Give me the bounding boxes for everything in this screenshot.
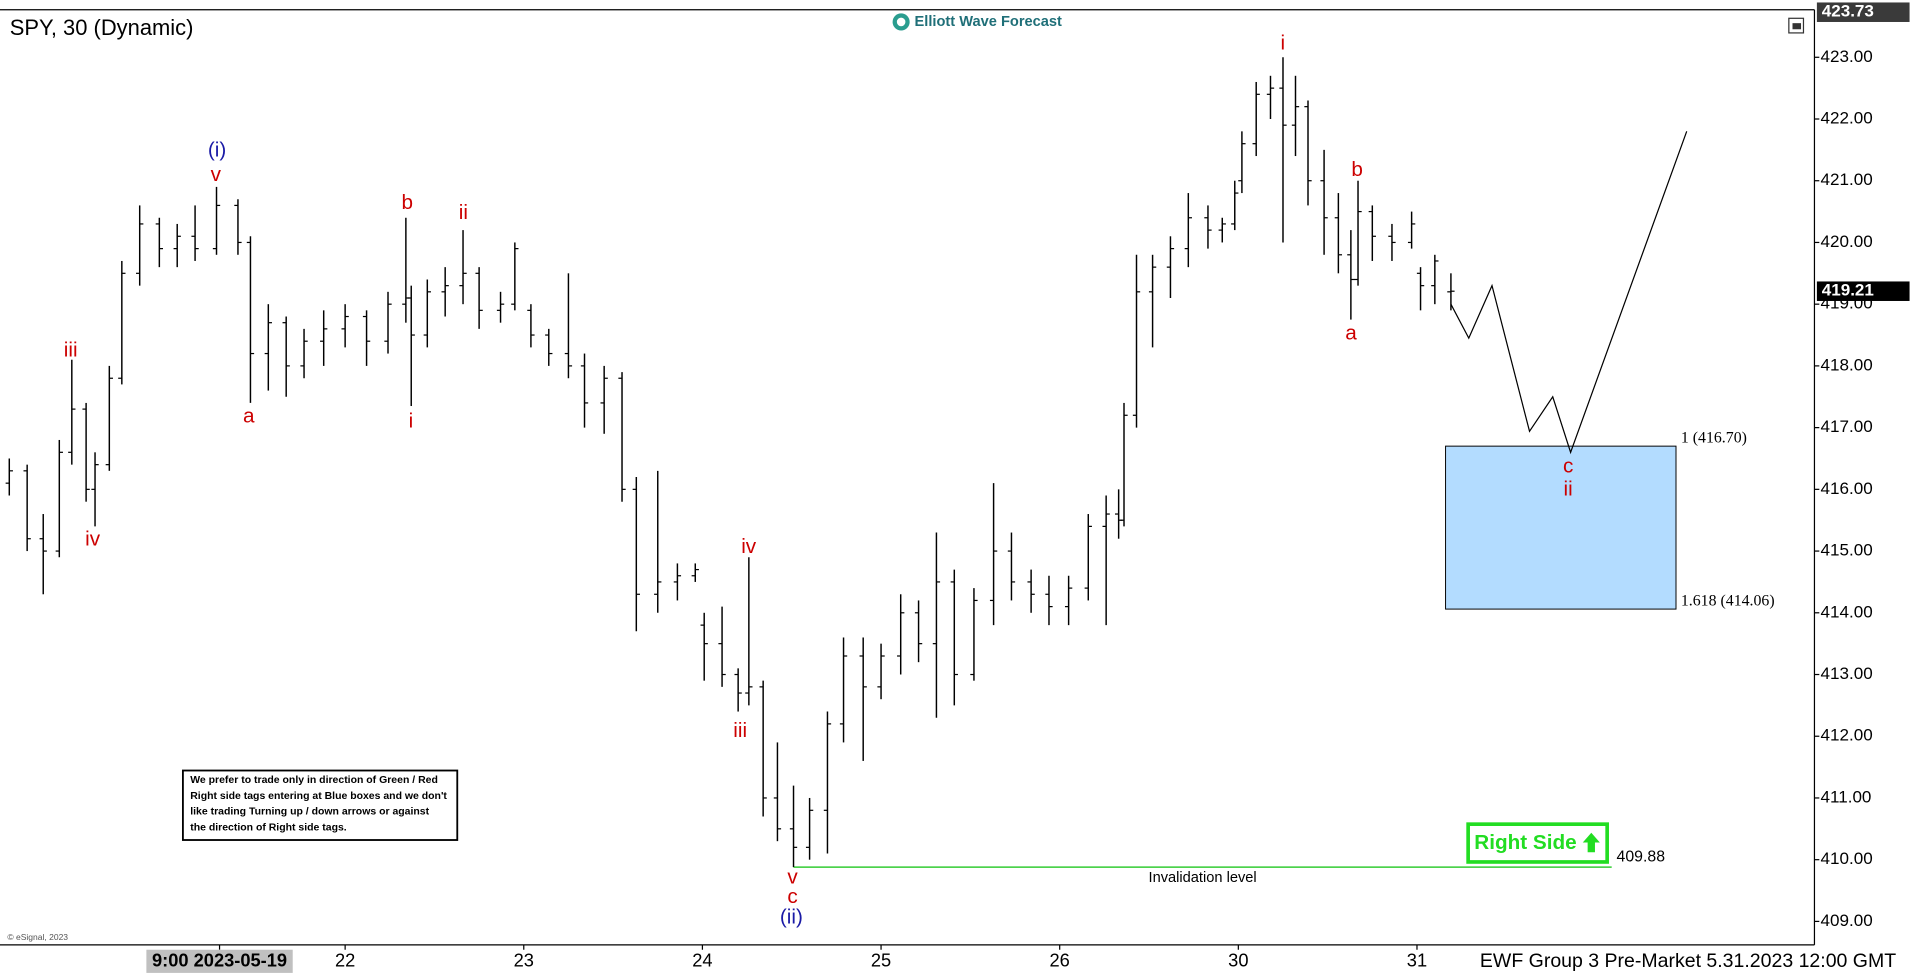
invalidation-value: 409.88: [1617, 849, 1666, 866]
right-side-tag: Right Side: [1466, 822, 1609, 864]
y-tick-label: 418.00: [1821, 355, 1873, 374]
wave-label: b: [1351, 158, 1363, 181]
tag-arrow: [1582, 832, 1600, 853]
y-tick-label: 423.00: [1821, 47, 1873, 66]
wave-label: c: [1563, 454, 1573, 477]
x-cursor-highlight: [146, 949, 293, 973]
wave-label: v: [211, 163, 222, 186]
note-line: like trading Turning up / down arrows or…: [190, 807, 429, 818]
y-tick-label: 417.00: [1821, 417, 1873, 436]
projection-path: [1450, 131, 1688, 455]
wave-label: i: [409, 409, 414, 432]
tag-frame: [1466, 822, 1609, 864]
note-box: [181, 769, 459, 841]
wave-label: b: [402, 191, 414, 214]
note-frame: [181, 769, 459, 841]
wave-label: iii: [733, 719, 747, 742]
y-tick-label: 421.00: [1821, 170, 1873, 189]
chart-title: SPY, 30 (Dynamic): [10, 15, 194, 40]
wave-label: ii: [459, 201, 468, 224]
window-icon-inner: [1792, 23, 1802, 30]
y-tick-label: 422.00: [1821, 109, 1873, 128]
logo-icon-inner: [896, 17, 906, 27]
x-tick-label: 22: [335, 950, 355, 971]
logo: Elliott Wave Forecast: [892, 13, 1063, 31]
wave-label: c: [787, 885, 797, 908]
wave-label: a: [1345, 322, 1357, 345]
y-tick-label: 415.00: [1821, 541, 1873, 560]
x-tick-label: 30: [1228, 950, 1248, 971]
x-tick-label: 31: [1407, 950, 1427, 971]
y-tick-label: 420.00: [1821, 232, 1873, 251]
x-tick-label: 23: [514, 950, 534, 971]
copyright: © eSignal, 2023: [7, 932, 68, 942]
fib-level-label: 1.618 (414.06): [1681, 592, 1775, 609]
price-marker-box: [1816, 281, 1910, 301]
x-tick-label: 9:00 2023-05-19: [152, 950, 287, 971]
fib-level-label: 1 (416.70): [1681, 429, 1747, 446]
price-marker-label: 423.73: [1822, 2, 1874, 21]
y-tick-label: 414.00: [1821, 602, 1873, 621]
y-tick-label: 416.00: [1821, 479, 1873, 498]
invalidation-text: Invalidation level: [1149, 870, 1257, 886]
wave-label: (i): [208, 139, 226, 162]
wave-label: iv: [741, 535, 757, 558]
x-tick-label: 24: [692, 950, 712, 971]
wave-label: v: [787, 865, 798, 888]
note-line: the direction of Right side tags.: [190, 823, 347, 834]
note-line: Right side tags entering at Blue boxes a…: [190, 791, 447, 802]
x-tick-label: 26: [1050, 950, 1070, 971]
footer: EWF Group 3 Pre-Market 5.31.2023 12:00 G…: [1480, 950, 1896, 972]
y-tick-label: 412.00: [1821, 726, 1873, 745]
wave-label: ii: [1564, 478, 1573, 501]
wave-label: iv: [85, 528, 101, 551]
price-marker-label: 419.21: [1822, 281, 1874, 300]
wave-label: iii: [64, 339, 78, 362]
y-tick-label: 413.00: [1821, 664, 1873, 683]
note-line: We prefer to trade only in direction of …: [190, 775, 438, 786]
x-tick-label: 25: [871, 950, 891, 971]
wave-label: i: [1280, 31, 1285, 54]
wave-label: a: [243, 404, 255, 427]
wave-label: (ii): [780, 906, 803, 929]
logo-text: Elliott Wave Forecast: [915, 14, 1063, 30]
target-zone: [1445, 445, 1677, 610]
y-tick-label: 410.00: [1821, 849, 1873, 868]
price-marker-box: [1816, 2, 1910, 22]
tag-text: Right Side: [1474, 831, 1576, 854]
y-tick-label: 411.00: [1821, 787, 1872, 806]
y-tick-label: 409.00: [1821, 911, 1873, 930]
